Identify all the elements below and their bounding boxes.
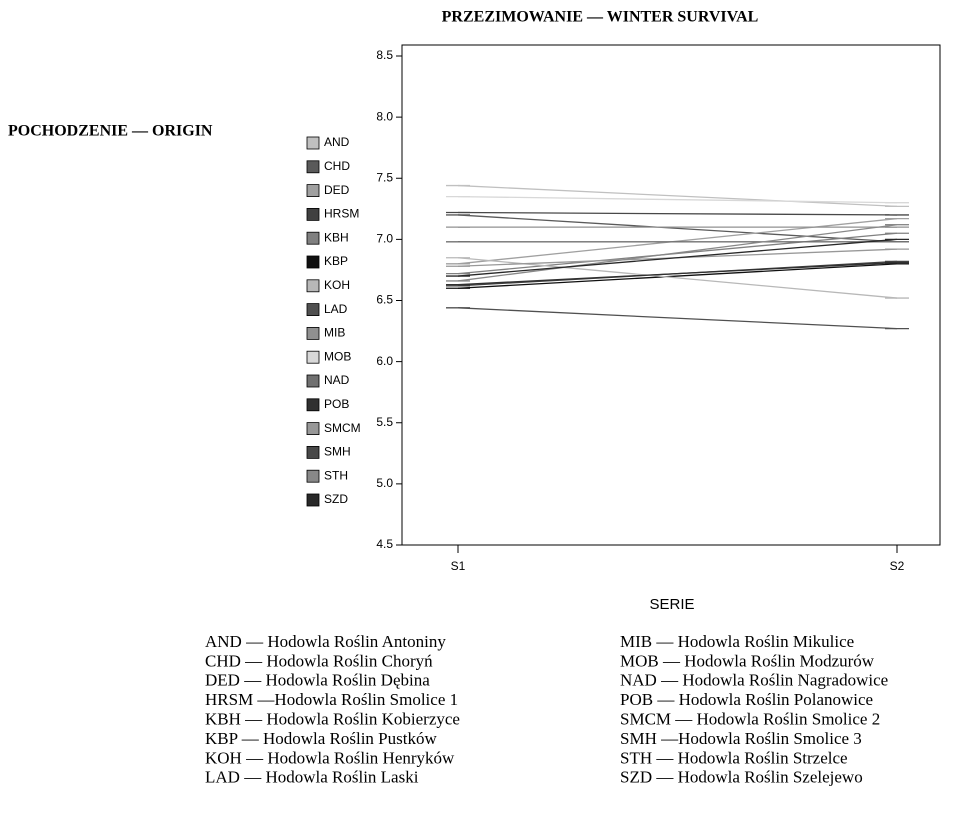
y-tick-label: 6.0: [376, 354, 393, 368]
plot-frame: [401, 44, 941, 546]
legend-label: KBP: [324, 254, 348, 268]
y-tick-label: 4.5: [376, 537, 393, 551]
series-line: [457, 261, 898, 286]
origin-note: CHD — Hodowla Roślin Choryń: [205, 651, 433, 670]
x-axis-label: SERIE: [649, 596, 694, 613]
legend-title: POCHODZENIE — ORIGIN: [8, 123, 213, 140]
origin-note: POB — Hodowla Roślin Polanowice: [620, 690, 873, 709]
legend-label: CHD: [324, 159, 350, 173]
origin-note: SMCM — Hodowla Roślin Smolice 2: [620, 710, 880, 729]
series-line: [457, 211, 898, 216]
origin-note: MOB — Hodowla Roślin Modzurów: [620, 651, 875, 670]
legend-swatch: [306, 303, 320, 317]
origin-note: DED — Hodowla Roślin Dębina: [205, 671, 430, 690]
origin-note: HRSM —Hodowla Roślin Smolice 1: [205, 690, 458, 709]
legend-swatch: [306, 184, 320, 198]
legend-swatch: [306, 326, 320, 340]
series-line: [457, 195, 898, 204]
legend-swatch: [306, 255, 320, 269]
series-line: [457, 224, 898, 282]
legend-label: LAD: [324, 302, 348, 316]
origin-note: SMH —Hodowla Roślin Smolice 3: [620, 729, 862, 748]
y-tick-label: 6.5: [376, 293, 393, 307]
y-tick-label: 7.5: [376, 170, 393, 184]
origin-note: LAD — Hodowla Roślin Laski: [205, 768, 419, 787]
legend-swatch: [306, 493, 320, 507]
legend-label: SMCM: [324, 421, 361, 435]
legend-label: POB: [324, 397, 349, 411]
legend-label: KBH: [324, 230, 349, 244]
y-tick-label: 7.0: [376, 232, 393, 246]
legend-label: STH: [324, 468, 348, 482]
legend-label: MOB: [324, 349, 351, 363]
chart-title: PRZEZIMOWANIE — WINTER SURVIVAL: [442, 9, 759, 26]
series-line: [457, 184, 898, 208]
series-line: [457, 257, 898, 299]
legend-swatch: [306, 374, 320, 388]
legend-label: KOH: [324, 278, 350, 292]
y-tick-label: 8.5: [376, 48, 393, 62]
origin-note: STH — Hodowla Roślin Strzelce: [620, 748, 848, 767]
origin-note: KOH — Hodowla Roślin Henryków: [205, 748, 455, 767]
legend-swatch: [306, 231, 320, 245]
legend-swatch: [306, 398, 320, 412]
series-line: [457, 263, 898, 289]
legend-swatch: [306, 445, 320, 459]
legend-label: DED: [324, 183, 350, 197]
legend-swatch: [306, 207, 320, 221]
series-line: [457, 214, 898, 243]
origin-note: SZD — Hodowla Roślin Szelejewo: [620, 768, 863, 787]
y-tick-label: 5.0: [376, 476, 393, 490]
origin-note: KBP — Hodowla Roślin Pustków: [205, 729, 437, 748]
legend-label: AND: [324, 135, 350, 149]
y-tick-label: 5.5: [376, 415, 393, 429]
legend-label: SZD: [324, 492, 348, 506]
legend-swatch: [306, 160, 320, 174]
series-line: [457, 238, 898, 277]
origin-note: AND — Hodowla Roślin Antoniny: [205, 632, 446, 651]
y-tick-label: 8.0: [376, 109, 393, 123]
origin-note: KBH — Hodowla Roślin Kobierzyce: [205, 710, 460, 729]
legend-swatch: [306, 350, 320, 364]
x-tick-label: S2: [890, 559, 905, 573]
legend-swatch: [306, 469, 320, 483]
x-tick-label: S1: [451, 559, 466, 573]
legend-label: MIB: [324, 326, 345, 340]
legend-swatch: [306, 279, 320, 293]
legend-swatch: [306, 422, 320, 436]
legend-label: HRSM: [324, 207, 359, 221]
legend-swatch: [306, 136, 320, 150]
series-line: [457, 307, 898, 330]
origin-note: NAD — Hodowla Roślin Nagradowice: [620, 671, 888, 690]
legend-label: NAD: [324, 373, 350, 387]
origin-note: MIB — Hodowla Roślin Mikulice: [620, 632, 854, 651]
legend-label: SMH: [324, 445, 351, 459]
